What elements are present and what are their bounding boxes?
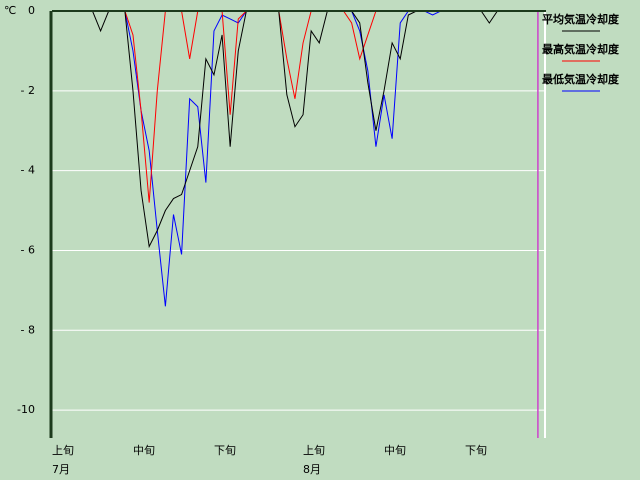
y-tick-label: - 4: [21, 164, 35, 177]
legend-label: 平均気温冷却度: [542, 12, 620, 26]
month-label: 8月: [303, 463, 321, 476]
legend-label: 最高気温冷却度: [542, 42, 620, 56]
y-tick-label: - 6: [21, 243, 35, 256]
y-tick-label: - 8: [21, 323, 35, 336]
x-tick-label: 中旬: [384, 444, 406, 457]
x-tick-label: 上旬: [52, 444, 74, 457]
month-label: 7月: [52, 463, 70, 476]
y-tick-label: -10: [17, 403, 35, 416]
legend-label: 最低気温冷却度: [542, 72, 620, 86]
y-tick-label: - 2: [21, 84, 35, 97]
y-tick-label: 0: [28, 4, 35, 17]
x-tick-label: 中旬: [133, 444, 155, 457]
x-tick-label: 下旬: [465, 444, 487, 457]
y-unit: ℃: [4, 4, 16, 17]
x-tick-label: 上旬: [303, 444, 325, 457]
x-tick-label: 下旬: [214, 444, 236, 457]
